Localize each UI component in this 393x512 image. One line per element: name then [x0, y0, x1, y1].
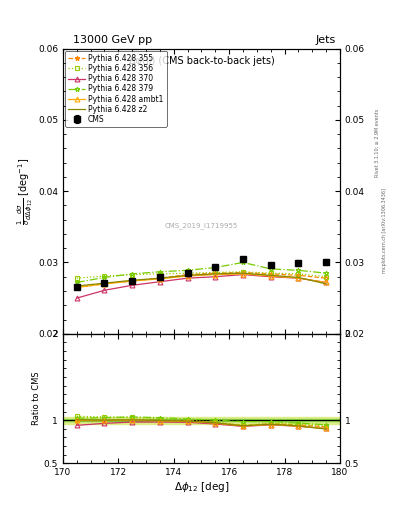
Pythia 6.428 370 — [241, 271, 245, 278]
Pythia 6.428 355 — [324, 275, 329, 281]
Pythia 6.428 356 — [158, 271, 162, 277]
Pythia 6.428 356 — [102, 273, 107, 279]
Pythia 6.428 z2 — [213, 271, 218, 277]
Pythia 6.428 370 — [324, 280, 329, 286]
Pythia 6.428 z2 — [296, 274, 301, 281]
Pythia 6.428 z2 — [324, 281, 329, 287]
Pythia 6.428 370 — [158, 279, 162, 285]
Pythia 6.428 379 — [185, 267, 190, 273]
Pythia 6.428 z2 — [102, 280, 107, 286]
Pythia 6.428 379 — [241, 260, 245, 266]
Pythia 6.428 379 — [158, 269, 162, 275]
Pythia 6.428 ambt1 — [268, 273, 273, 279]
Pythia 6.428 z2 — [130, 277, 134, 283]
Pythia 6.428 379 — [102, 274, 107, 281]
Bar — [63, 419, 340, 421]
Pythia 6.428 z2 — [74, 283, 79, 289]
Pythia 6.428 355 — [241, 269, 245, 275]
Pythia 6.428 356 — [213, 269, 218, 275]
Pythia 6.428 ambt1 — [324, 280, 329, 286]
Pythia 6.428 356 — [185, 270, 190, 276]
Line: Pythia 6.428 z2: Pythia 6.428 z2 — [77, 273, 326, 286]
Pythia 6.428 356 — [268, 270, 273, 276]
Y-axis label: Ratio to CMS: Ratio to CMS — [32, 372, 41, 425]
Pythia 6.428 355 — [158, 275, 162, 281]
Pythia 6.428 355 — [185, 271, 190, 278]
Line: Pythia 6.428 ambt1: Pythia 6.428 ambt1 — [74, 271, 329, 290]
Legend: Pythia 6.428 355, Pythia 6.428 356, Pythia 6.428 370, Pythia 6.428 379, Pythia 6: Pythia 6.428 355, Pythia 6.428 356, Pyth… — [65, 51, 167, 127]
Pythia 6.428 ambt1 — [102, 281, 107, 287]
Line: Pythia 6.428 370: Pythia 6.428 370 — [74, 272, 329, 301]
Pythia 6.428 379 — [74, 280, 79, 286]
Pythia 6.428 z2 — [158, 275, 162, 281]
Line: Pythia 6.428 356: Pythia 6.428 356 — [74, 269, 329, 281]
Bar — [63, 417, 340, 423]
Pythia 6.428 355 — [213, 270, 218, 276]
Pythia 6.428 356 — [241, 269, 245, 275]
Pythia 6.428 355 — [130, 278, 134, 284]
Pythia 6.428 355 — [102, 281, 107, 287]
Pythia 6.428 370 — [130, 282, 134, 288]
Pythia 6.428 379 — [296, 267, 301, 273]
Pythia 6.428 ambt1 — [213, 271, 218, 278]
Pythia 6.428 379 — [268, 266, 273, 272]
Pythia 6.428 z2 — [241, 270, 245, 276]
Pythia 6.428 370 — [268, 273, 273, 280]
Text: Jets: Jets — [316, 35, 336, 45]
Pythia 6.428 356 — [296, 271, 301, 277]
Text: Δφ(jj) (CMS back-to-back jets): Δφ(jj) (CMS back-to-back jets) — [129, 56, 274, 66]
Pythia 6.428 ambt1 — [296, 275, 301, 281]
Pythia 6.428 356 — [324, 273, 329, 280]
Pythia 6.428 379 — [130, 271, 134, 277]
Pythia 6.428 ambt1 — [158, 276, 162, 282]
Pythia 6.428 370 — [213, 273, 218, 280]
Pythia 6.428 ambt1 — [130, 278, 134, 284]
Pythia 6.428 370 — [296, 275, 301, 281]
Line: Pythia 6.428 379: Pythia 6.428 379 — [74, 260, 329, 285]
Pythia 6.428 ambt1 — [74, 284, 79, 290]
Pythia 6.428 z2 — [185, 272, 190, 279]
Pythia 6.428 356 — [130, 271, 134, 278]
Text: Rivet 3.1.10; ≥ 2.9M events: Rivet 3.1.10; ≥ 2.9M events — [375, 109, 380, 178]
Pythia 6.428 370 — [185, 275, 190, 281]
Pythia 6.428 z2 — [268, 272, 273, 279]
Y-axis label: $\frac{1}{\sigma}\frac{d\sigma}{d\Delta\phi_{12}}$ [deg$^{-1}$]: $\frac{1}{\sigma}\frac{d\sigma}{d\Delta\… — [16, 158, 35, 225]
Pythia 6.428 355 — [296, 272, 301, 279]
Pythia 6.428 370 — [74, 295, 79, 301]
Line: Pythia 6.428 355: Pythia 6.428 355 — [74, 270, 329, 290]
Text: mcplots.cern.ch [arXiv:1306.3436]: mcplots.cern.ch [arXiv:1306.3436] — [382, 188, 387, 273]
Text: 13000 GeV pp: 13000 GeV pp — [73, 35, 152, 45]
X-axis label: $\Delta\phi_{12}$ [deg]: $\Delta\phi_{12}$ [deg] — [174, 480, 229, 494]
Text: CMS_2019_I1719955: CMS_2019_I1719955 — [165, 222, 238, 229]
Pythia 6.428 355 — [74, 284, 79, 290]
Pythia 6.428 ambt1 — [241, 271, 245, 277]
Pythia 6.428 379 — [324, 270, 329, 276]
Pythia 6.428 379 — [213, 264, 218, 270]
Pythia 6.428 ambt1 — [185, 273, 190, 279]
Pythia 6.428 355 — [268, 271, 273, 277]
Pythia 6.428 370 — [102, 287, 107, 293]
Pythia 6.428 356 — [74, 275, 79, 281]
